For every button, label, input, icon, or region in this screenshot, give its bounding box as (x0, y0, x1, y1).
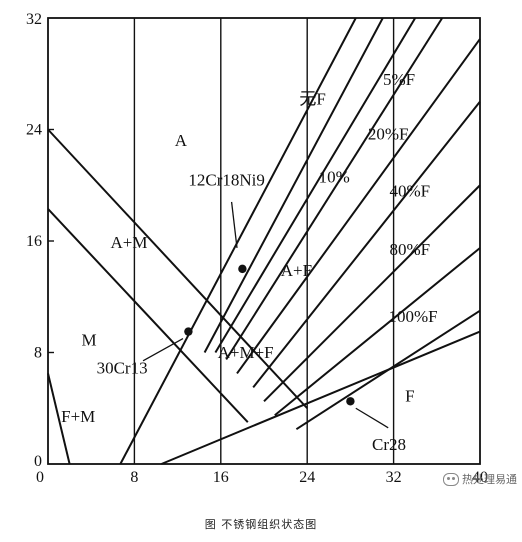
watermark-text: 热处理易通 (462, 473, 517, 486)
steel-point-label: 12Cr18Ni9 (188, 170, 265, 189)
x-tick-label: 40 (472, 469, 488, 486)
phase-boundary-line (274, 247, 481, 416)
phase-boundary-line (119, 17, 357, 465)
stainless-steel-phase-diagram: 0 8 16 24 32 40 0 8 16 24 32 A A+M M F+M A+F A+M+F F 无F 1… (26, 11, 488, 486)
phase-boundary-line (47, 208, 249, 423)
point-leader-line (355, 407, 389, 429)
steel-point-label: 30Cr13 (97, 358, 148, 377)
region-label: A+F (281, 261, 312, 280)
region-label: A (175, 131, 188, 150)
phase-boundary-line (236, 38, 481, 374)
y-tick-label: 8 (34, 345, 42, 362)
region-label: 5%F (383, 70, 415, 89)
steel-point-marker (238, 264, 247, 274)
region-label: 100%F (388, 307, 437, 326)
region-label: F (405, 386, 414, 405)
region-label: A+M+F (218, 343, 274, 362)
phase-boundary-line (263, 184, 481, 402)
phase-boundary-line (295, 309, 481, 430)
x-tick-label: 0 (36, 469, 44, 486)
point-leader-line (230, 201, 238, 249)
steel-points: 12Cr18Ni9 30Cr13 Cr28 (97, 170, 406, 454)
phase-boundary-line (203, 17, 384, 353)
x-tick-label: 32 (386, 469, 402, 486)
phase-boundaries (47, 17, 481, 465)
point-leader-line (142, 337, 184, 362)
region-label: 20%F (368, 124, 409, 143)
x-tick-label: 24 (299, 469, 315, 486)
y-tick-label: 0 (34, 453, 42, 470)
phase-boundary-line (47, 128, 308, 409)
y-tick-label: 16 (26, 233, 42, 250)
region-label: 无F (299, 89, 325, 108)
region-label: 40%F (389, 181, 430, 200)
watermark: 热处理易通 (443, 471, 517, 487)
x-tick-label: 8 (130, 469, 138, 486)
region-label: 10% (319, 167, 350, 186)
region-label: 80%F (389, 240, 430, 259)
y-axis-ticks: 0 8 16 24 32 (26, 11, 42, 470)
phase-boundary-line (225, 17, 444, 361)
x-tick-label: 16 (213, 469, 229, 486)
wechat-icon (443, 472, 459, 486)
phase-boundary-line (47, 373, 71, 465)
y-tick-label: 32 (26, 11, 42, 28)
x-axis-ticks: 0 8 16 24 32 40 (36, 469, 488, 486)
grid-lines (48, 18, 395, 464)
region-label: F+M (61, 407, 95, 426)
figure-caption: 图 不锈钢组织状态图 (204, 518, 318, 531)
steel-point-marker (184, 327, 193, 336)
region-label: M (81, 331, 96, 350)
y-tick-label: 24 (26, 122, 42, 139)
phase-boundary-line (214, 17, 417, 354)
phase-boundary-line (252, 101, 481, 388)
steel-point-label: Cr28 (372, 435, 406, 454)
region-label: A+M (111, 233, 148, 252)
steel-point-marker (346, 397, 355, 406)
phase-boundary-line (161, 330, 481, 465)
region-labels: A A+M M F+M A+F A+M+F F 无F 10% 5%F 20%F 40%F 80%F 100… (61, 70, 437, 426)
